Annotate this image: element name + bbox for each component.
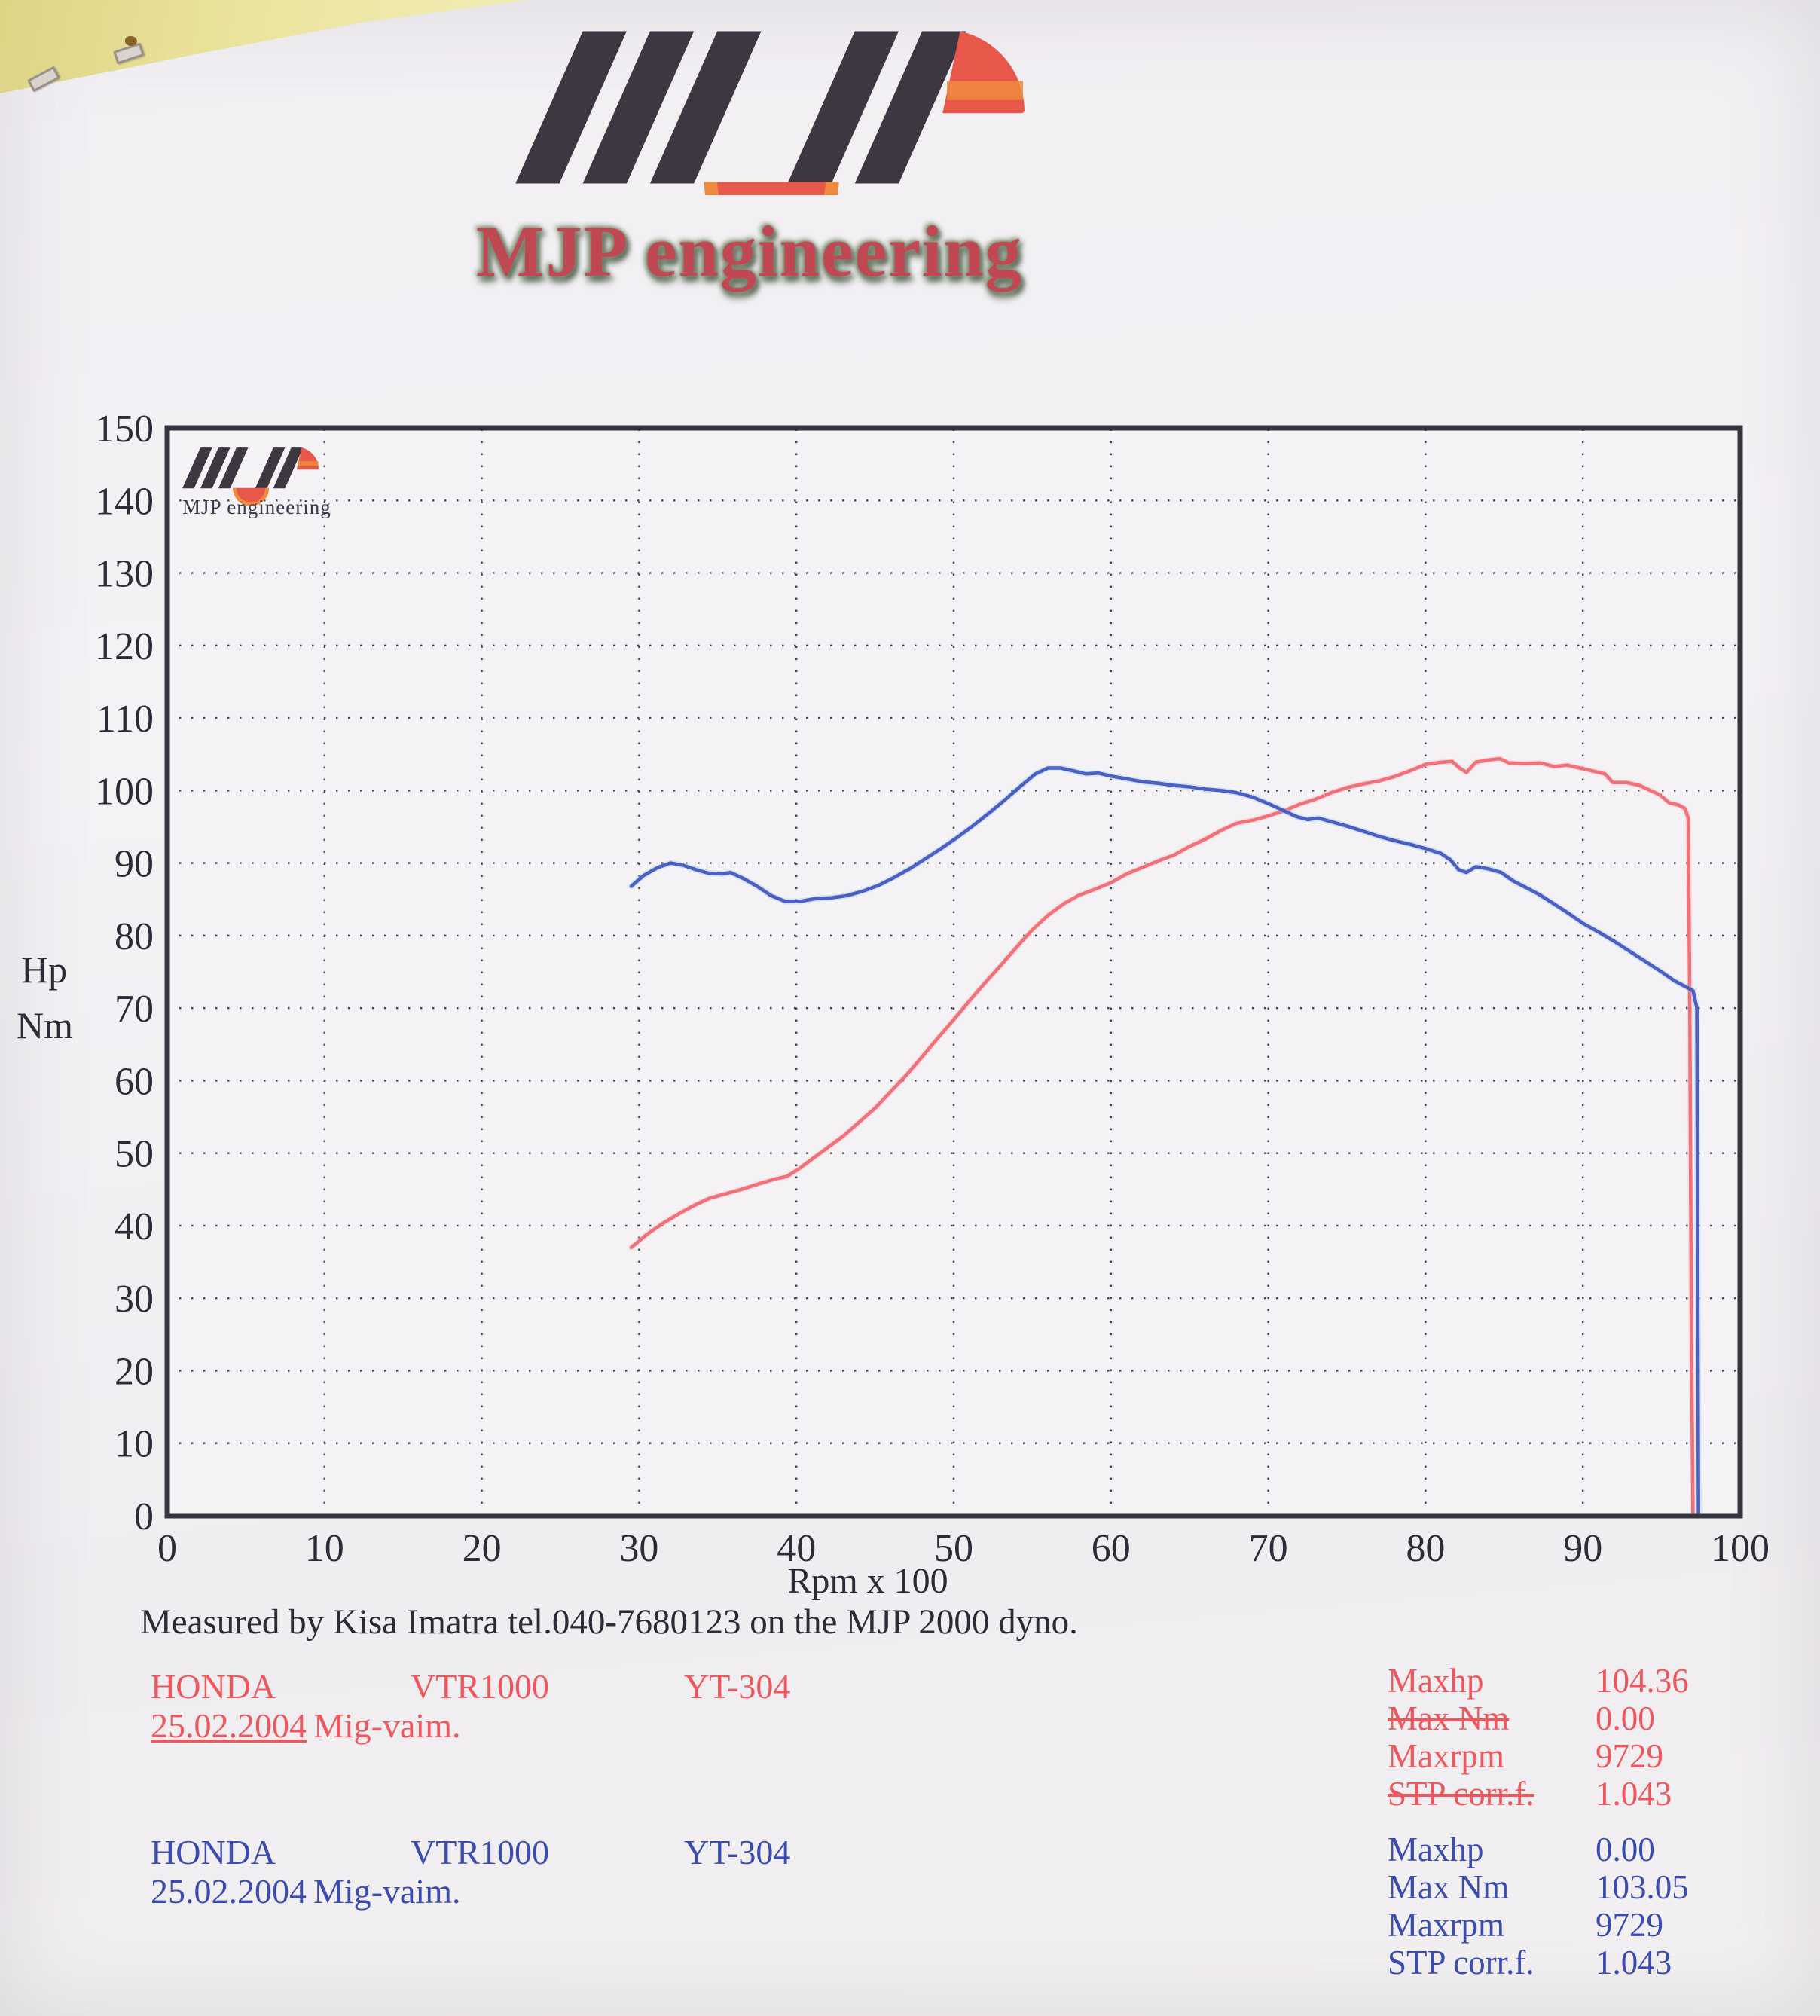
x-axis-title: Rpm x 100	[787, 1561, 948, 1601]
stat-value: 9729	[1596, 1737, 1663, 1775]
y-tick-label: 150	[95, 408, 154, 451]
y-tick-label: 80	[115, 915, 154, 958]
run-operator: Mig-vaim.	[313, 1872, 461, 1911]
stat-value: 9729	[1596, 1906, 1663, 1944]
y-tick-label: 10	[115, 1423, 154, 1466]
y-tick-label: 70	[115, 988, 154, 1031]
run-code: YT-304	[684, 1667, 791, 1706]
run-red-header: HONDA VTR1000 YT-304	[151, 1666, 790, 1706]
stat-value: 104.36	[1596, 1662, 1689, 1700]
x-tick-label: 70	[1249, 1527, 1288, 1570]
hp-curve	[629, 756, 1695, 1518]
watermark-text: MJP engineering	[182, 496, 331, 518]
stat-value: 1.043	[1596, 1944, 1672, 1981]
stat-label: Maxrpm	[1388, 1906, 1504, 1944]
stat-value: 0.00	[1596, 1831, 1655, 1868]
y-tick-label: 130	[95, 553, 154, 596]
stat-value: 103.05	[1596, 1868, 1689, 1906]
plot-border	[164, 425, 1743, 1519]
y-tick-label: 140	[95, 480, 154, 523]
run-red-dateline: 25.02.2004 Mig-vaim.	[151, 1706, 460, 1746]
stat-row: Maxrpm 9729	[1388, 1737, 1809, 1775]
run-date: 25.02.2004	[151, 1872, 307, 1911]
run-make: HONDA	[151, 1667, 276, 1706]
x-tick-label: 90	[1563, 1527, 1602, 1570]
run-code: YT-304	[684, 1833, 791, 1871]
stat-label: Maxrpm	[1388, 1737, 1504, 1775]
x-tick-label: 100	[1711, 1527, 1770, 1570]
stat-label: Max Nm	[1388, 1868, 1510, 1906]
y-tick-label: 0	[134, 1495, 154, 1538]
run-operator: Mig-vaim.	[313, 1706, 461, 1745]
stat-row: Maxhp 0.00	[1388, 1831, 1809, 1868]
run-date: 25.02.2004	[151, 1706, 307, 1745]
x-tick-label: 80	[1406, 1527, 1445, 1570]
brand-title: MJP engineering	[476, 211, 1023, 292]
x-tick-label: 30	[619, 1527, 658, 1570]
y-axis-title-nm: Nm	[17, 1004, 73, 1046]
stat-label: Maxhp	[1388, 1662, 1484, 1700]
y-tick-label: 20	[115, 1350, 154, 1393]
x-tick-label: 20	[463, 1527, 502, 1570]
x-tick-label: 0	[157, 1527, 177, 1570]
stat-label: STP corr.f.	[1388, 1944, 1534, 1981]
stat-label: Maxhp	[1388, 1831, 1484, 1868]
run-model: VTR1000	[411, 1833, 549, 1871]
y-tick-label: 120	[95, 625, 154, 668]
stat-row: STP corr.f. 1.043	[1388, 1775, 1809, 1813]
x-tick-label: 50	[934, 1527, 973, 1570]
x-tick-label: 40	[777, 1527, 816, 1570]
stat-row: Max Nm 0.00	[1388, 1700, 1809, 1737]
run-blue-dateline: 25.02.2004 Mig-vaim.	[151, 1871, 460, 1911]
y-axis-title-hp: Hp	[21, 948, 67, 991]
stat-label: Max Nm	[1388, 1700, 1510, 1737]
x-tick-label: 60	[1092, 1527, 1131, 1570]
measurement-caption: Measured by Kisa Imatra tel.040-7680123 …	[140, 1602, 1078, 1642]
stat-label: STP corr.f.	[1388, 1775, 1534, 1813]
y-tick-label: 50	[115, 1133, 154, 1176]
stat-row: Max Nm 103.05	[1388, 1868, 1809, 1906]
run-model: VTR1000	[411, 1667, 549, 1706]
run-make: HONDA	[151, 1833, 276, 1871]
run-blue-stats: Maxhp 0.00 Max Nm 103.05 Maxrpm 9729 STP…	[1388, 1831, 1809, 1981]
stat-row: Maxhp 104.36	[1388, 1662, 1809, 1700]
x-tick-label: 10	[305, 1527, 344, 1570]
y-tick-label: 90	[115, 843, 154, 886]
run-red-stats: Maxhp 104.36 Max Nm 0.00 Maxrpm 9729 STP…	[1388, 1662, 1809, 1813]
stat-value: 1.043	[1596, 1775, 1672, 1813]
stat-row: Maxrpm 9729	[1388, 1906, 1809, 1944]
y-tick-label: 60	[115, 1060, 154, 1103]
y-tick-label: 100	[95, 770, 154, 813]
rust-spot	[125, 36, 137, 46]
y-tick-label: 30	[115, 1278, 154, 1321]
nm-curve	[629, 766, 1700, 1518]
stat-row: STP corr.f. 1.043	[1388, 1944, 1809, 1981]
run-blue-header: HONDA VTR1000 YT-304	[151, 1832, 790, 1872]
y-tick-label: 40	[115, 1205, 154, 1248]
y-tick-label: 110	[96, 698, 154, 741]
stat-value: 0.00	[1596, 1700, 1655, 1737]
